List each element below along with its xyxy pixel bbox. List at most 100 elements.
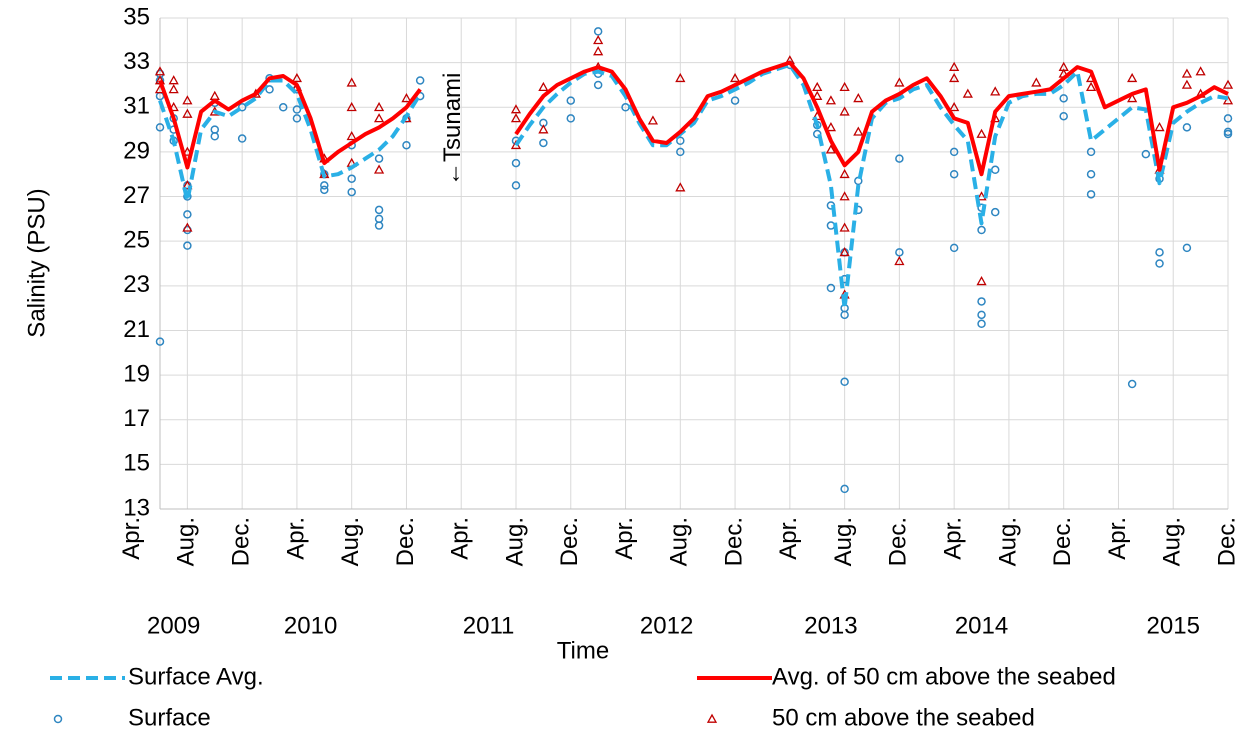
x-tick-label: Dec.: [720, 517, 747, 566]
seabed-point: [976, 128, 987, 138]
surface-point: [990, 165, 1000, 175]
surface-point: [593, 27, 603, 36]
x-tick-label: Dec.: [885, 517, 912, 566]
seabed-point: [976, 191, 987, 201]
surface-point: [826, 283, 836, 293]
surface-point: [977, 319, 986, 329]
surface-point: [539, 138, 548, 148]
surface-point: [402, 140, 411, 150]
seabed-point: [949, 101, 960, 112]
surface-point: [1155, 259, 1164, 268]
seabed-point: [538, 81, 549, 92]
surface-point: [265, 85, 274, 94]
y-tick-label: 27: [123, 182, 150, 209]
x-tick-label: Apr.: [282, 517, 309, 560]
y-axis-title: Salinity (PSU): [23, 188, 50, 337]
surface-point: [374, 221, 384, 230]
seabed-point: [825, 122, 837, 132]
seabed-point: [209, 90, 220, 100]
surface-point: [990, 207, 1000, 217]
surface-point: [566, 114, 576, 123]
seabed-point: [812, 90, 823, 100]
seabed-point: [729, 72, 741, 83]
annotation: ←Tsunami: [439, 73, 466, 186]
surface-point: [1223, 114, 1233, 123]
x-tick-label: Apr.: [118, 517, 145, 560]
seabed-point: [168, 84, 179, 94]
surface-point: [977, 225, 986, 235]
seabed-point: [853, 93, 864, 103]
seabed-point: [839, 222, 850, 232]
legend-label: Surface Avg.: [128, 663, 264, 690]
surface-point: [977, 297, 986, 306]
seabed-point: [1222, 79, 1234, 89]
surface-point: [347, 174, 356, 183]
x-tick-label: Aug.: [666, 517, 693, 566]
series-line: [158, 62, 1229, 311]
surface-point: [1086, 190, 1096, 199]
year-label: 2013: [804, 612, 857, 639]
seabed-point: [1181, 68, 1193, 78]
surface-point: [183, 210, 192, 219]
surface-point: [347, 187, 356, 197]
x-tick-label: Apr.: [447, 517, 474, 560]
seabed-point: [291, 72, 303, 83]
y-tick-label: 21: [123, 316, 150, 343]
surface-point: [977, 310, 986, 320]
seabed-point: [182, 95, 193, 105]
surface-point: [895, 248, 904, 257]
year-label: 2015: [1147, 612, 1200, 639]
seabed-point: [1127, 72, 1138, 83]
surface-point: [1141, 149, 1151, 159]
seabed-point: [538, 124, 549, 134]
seabed-point: [1031, 77, 1042, 87]
y-tick-label: 25: [123, 227, 150, 254]
seabed-point: [346, 130, 357, 141]
surface-point: [949, 243, 959, 253]
legend-label: Surface: [128, 704, 211, 731]
surface-point: [511, 181, 521, 190]
seabed-point: [510, 113, 522, 123]
x-tick-label: Apr.: [775, 517, 802, 560]
x-tick-label: Dec.: [556, 517, 583, 566]
seabed-point: [346, 77, 357, 87]
y-tick-label: 17: [123, 405, 150, 432]
seabed-point: [949, 72, 960, 83]
surface-point: [320, 185, 329, 195]
y-tick-label: 35: [123, 3, 150, 30]
seabed-point: [401, 93, 412, 103]
surface-point: [895, 154, 904, 163]
surface-point: [949, 169, 959, 179]
seabed-point: [825, 144, 837, 154]
year-label: 2010: [284, 612, 337, 639]
surface-point: [511, 158, 521, 168]
surface-point: [1086, 169, 1096, 179]
x-tick-label: Aug.: [994, 517, 1021, 566]
seabed-point: [168, 75, 179, 85]
seabed-point: [154, 66, 166, 76]
seabed-point: [373, 101, 385, 112]
year-label: 2012: [640, 612, 693, 639]
surface-point: [183, 241, 192, 250]
seabed-point: [182, 222, 193, 232]
x-tick-label: Dec.: [1213, 517, 1240, 566]
year-label: 2011: [463, 612, 515, 639]
seabed-point: [647, 115, 659, 125]
surface-point: [292, 105, 302, 114]
seabed-point: [1127, 93, 1138, 103]
surface-point: [210, 132, 220, 141]
seabed-point: [182, 180, 193, 190]
series-line: [158, 60, 1229, 177]
year-label: 2009: [147, 612, 200, 639]
x-axis-title: Time: [557, 637, 609, 664]
surface-point: [566, 96, 576, 105]
seabed-point: [373, 113, 385, 123]
surface-point: [730, 96, 740, 105]
y-tick-label: 23: [123, 271, 150, 298]
surface-point: [676, 136, 685, 145]
legend-swatch: [706, 713, 718, 723]
seabed-point: [839, 81, 850, 92]
seabed-point: [949, 61, 960, 71]
surface-point: [320, 181, 329, 190]
